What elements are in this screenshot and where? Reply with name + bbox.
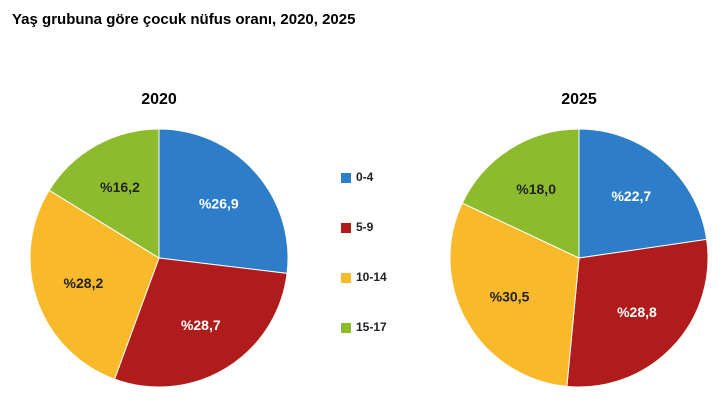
data-label: %28,8 — [617, 304, 657, 320]
legend-swatch — [341, 323, 351, 333]
pie-slice — [158, 128, 289, 274]
pie-slice — [578, 128, 708, 259]
data-label: %22,7 — [611, 188, 651, 204]
legend-swatch — [341, 223, 351, 233]
pie-slice — [566, 238, 709, 388]
legend-swatch — [341, 173, 351, 183]
pie-slice — [113, 257, 288, 388]
legend-swatch — [341, 273, 351, 283]
pie-slice — [461, 128, 580, 259]
legend-label: 0-4 — [356, 170, 374, 184]
data-label: %16,2 — [100, 179, 140, 195]
pie-title: 2020 — [141, 91, 177, 108]
pie-slice — [29, 189, 160, 380]
legend-label: 15-17 — [356, 320, 387, 334]
data-label: %26,9 — [199, 196, 239, 212]
data-label: %18,0 — [516, 181, 556, 197]
legend-label: 10-14 — [356, 270, 387, 284]
pie-slice — [48, 128, 160, 259]
pie-slice — [449, 202, 580, 387]
page-title: Yaş grubuna göre çocuk nüfus oranı, 2020… — [12, 11, 355, 28]
data-label: %28,7 — [181, 317, 221, 333]
legend-label: 5-9 — [356, 220, 374, 234]
data-label: %30,5 — [490, 288, 530, 304]
pie-title: 2025 — [561, 91, 597, 108]
data-label: %28,2 — [64, 275, 104, 291]
